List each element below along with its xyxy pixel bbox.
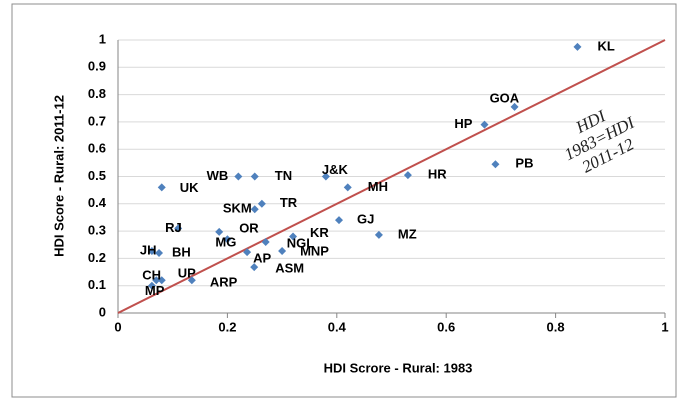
point bbox=[147, 247, 156, 256]
x-tick-label: 0.4 bbox=[328, 319, 347, 334]
point-label: MG bbox=[215, 235, 236, 250]
point-label: HR bbox=[428, 167, 447, 182]
point bbox=[234, 172, 243, 181]
x-tick-label: 0.6 bbox=[437, 319, 455, 334]
point bbox=[223, 235, 232, 244]
reference-line bbox=[117, 39, 666, 314]
y-tick-label: 0.5 bbox=[88, 168, 106, 183]
y-axis-title: HDI Score - Rural: 2011-12 bbox=[51, 95, 66, 257]
point-label: ASM bbox=[275, 261, 304, 276]
point-label: NGL bbox=[287, 235, 315, 250]
point bbox=[343, 183, 352, 192]
point bbox=[491, 160, 500, 169]
y-tick-label: 0.4 bbox=[88, 195, 107, 210]
point bbox=[250, 172, 259, 181]
point bbox=[250, 263, 259, 272]
point-label: MH bbox=[368, 179, 388, 194]
point bbox=[261, 238, 270, 247]
point bbox=[374, 230, 383, 239]
point-label: BH bbox=[172, 244, 191, 259]
point bbox=[278, 247, 287, 256]
point bbox=[250, 205, 259, 214]
point bbox=[187, 276, 196, 285]
point bbox=[289, 232, 298, 241]
point bbox=[152, 276, 161, 285]
chart-frame bbox=[11, 3, 677, 398]
x-tick-label: 1 bbox=[661, 319, 668, 334]
y-tick-label: 0.1 bbox=[88, 277, 106, 292]
point bbox=[480, 120, 489, 129]
y-tick-label: 0.8 bbox=[88, 86, 106, 101]
point-label: WB bbox=[207, 168, 229, 183]
point bbox=[403, 171, 412, 180]
point bbox=[215, 227, 224, 236]
point bbox=[573, 42, 582, 51]
point-label: TN bbox=[275, 168, 292, 183]
point-label: OR bbox=[239, 220, 259, 235]
point-label: JH bbox=[140, 242, 157, 257]
point bbox=[157, 276, 166, 285]
point-label: J&K bbox=[322, 162, 349, 177]
x-tick-label: 0.8 bbox=[547, 319, 565, 334]
point-label: MNP bbox=[300, 243, 329, 258]
point-label: GOA bbox=[490, 90, 520, 105]
point-label: RJ bbox=[165, 220, 182, 235]
point-label: MZ bbox=[398, 226, 417, 241]
point-label: AP bbox=[253, 251, 271, 266]
y-tick-label: 0.2 bbox=[88, 250, 106, 265]
point-label: HP bbox=[454, 116, 472, 131]
point bbox=[257, 199, 266, 208]
point bbox=[510, 102, 519, 111]
y-tick-label: 0.9 bbox=[88, 59, 106, 74]
point bbox=[155, 248, 164, 257]
point bbox=[147, 281, 156, 290]
y-tick-label: 0.7 bbox=[88, 113, 106, 128]
point bbox=[174, 224, 183, 233]
point bbox=[243, 248, 252, 257]
point bbox=[334, 216, 343, 225]
point-label: ARP bbox=[210, 275, 238, 290]
point-label: GJ bbox=[357, 212, 374, 227]
point-label: CH bbox=[142, 268, 161, 283]
point-label: MP bbox=[145, 283, 165, 298]
y-tick-label: 0 bbox=[99, 304, 106, 319]
point bbox=[157, 183, 166, 192]
x-axis-title: HDI Scrore - Rural: 1983 bbox=[324, 360, 473, 375]
point-label: KR bbox=[310, 225, 329, 240]
y-tick-label: 0.3 bbox=[88, 223, 106, 238]
x-tick-label: 0 bbox=[114, 319, 121, 334]
point-label: UK bbox=[180, 180, 199, 195]
point-label: TR bbox=[280, 195, 298, 210]
y-tick-label: 0.6 bbox=[88, 141, 106, 156]
y-tick-label: 1 bbox=[99, 31, 106, 46]
point-label: PB bbox=[515, 156, 533, 171]
point bbox=[321, 172, 330, 181]
point-label: SKM bbox=[223, 201, 252, 216]
x-tick-label: 0.2 bbox=[218, 319, 236, 334]
point-label: KL bbox=[597, 38, 614, 53]
